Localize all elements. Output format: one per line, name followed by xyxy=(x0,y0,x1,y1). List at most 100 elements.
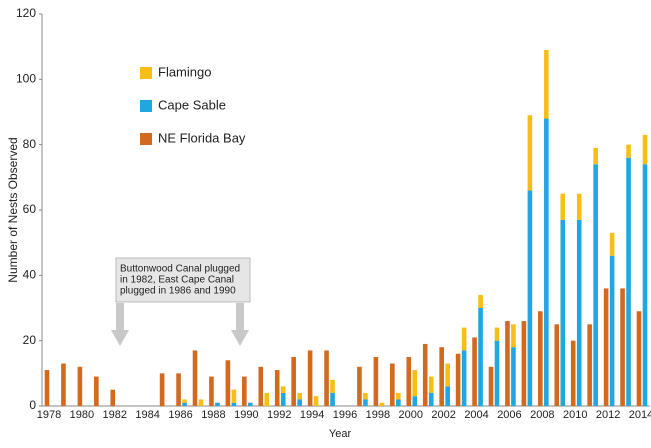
bar xyxy=(330,379,335,393)
bar xyxy=(494,327,500,341)
bar xyxy=(396,399,401,406)
bar xyxy=(258,366,264,406)
x-tick-label: 1980 xyxy=(70,409,94,421)
bar xyxy=(445,363,450,387)
bar xyxy=(560,219,566,406)
x-axis-label: Year xyxy=(329,428,352,440)
y-tick-label: 20 xyxy=(23,333,37,347)
y-tick-label: 0 xyxy=(29,398,36,412)
bar xyxy=(428,392,434,406)
legend-swatch xyxy=(140,67,152,79)
x-tick-label: 1990 xyxy=(234,409,258,421)
bar xyxy=(472,337,477,406)
bar xyxy=(412,396,418,406)
bar xyxy=(461,350,467,406)
bar xyxy=(198,399,204,406)
bar xyxy=(439,347,444,406)
y-tick-label: 40 xyxy=(23,268,37,282)
bar xyxy=(636,311,642,406)
x-tick-label: 1994 xyxy=(300,409,324,421)
bar xyxy=(626,144,631,158)
annotation-line: Buttonwood Canal plugged xyxy=(120,264,240,275)
x-tick-label: 1978 xyxy=(37,409,61,421)
x-tick-label: 2002 xyxy=(431,409,455,421)
bar xyxy=(511,347,516,406)
bar xyxy=(390,363,395,406)
bar xyxy=(576,219,582,406)
bar xyxy=(192,350,198,406)
bar xyxy=(297,392,302,400)
bar xyxy=(396,392,401,400)
legend-swatch xyxy=(140,133,152,145)
x-tick-label: 1984 xyxy=(135,409,159,421)
bar xyxy=(225,360,231,406)
bar xyxy=(231,389,237,403)
bar xyxy=(422,343,428,406)
bar xyxy=(159,373,165,406)
x-tick-label: 2004 xyxy=(464,409,488,421)
bar xyxy=(603,288,609,406)
bar xyxy=(110,389,116,406)
bar xyxy=(182,402,187,406)
bar xyxy=(538,311,543,406)
bar xyxy=(61,363,66,406)
arrow xyxy=(111,303,129,346)
bar xyxy=(182,399,187,403)
y-axis-label: Number of Nests Observed xyxy=(6,137,20,282)
bar xyxy=(521,321,527,406)
y-tick-label: 80 xyxy=(23,137,37,151)
bar xyxy=(494,340,500,406)
bar xyxy=(373,357,379,406)
x-tick-label: 2008 xyxy=(530,409,554,421)
annotation-box xyxy=(115,257,251,303)
arrow xyxy=(231,303,249,346)
bar xyxy=(488,366,494,406)
legend: Flamingo Cape Sable NE Florida Bay xyxy=(140,64,246,145)
bar xyxy=(209,376,214,406)
legend-swatch xyxy=(140,100,152,112)
bar xyxy=(77,366,83,406)
bar xyxy=(313,396,319,406)
bar xyxy=(609,232,615,256)
bar xyxy=(242,376,247,406)
bar xyxy=(587,324,592,406)
bar xyxy=(455,353,461,406)
bar xyxy=(527,190,533,406)
bar xyxy=(215,402,220,406)
bar xyxy=(363,399,368,406)
x-tick-label: 1986 xyxy=(168,409,192,421)
bar xyxy=(570,340,576,406)
bar xyxy=(406,357,412,406)
x-tick-label: 2010 xyxy=(563,409,587,421)
y-tick-label: 100 xyxy=(16,72,36,86)
annotation-line: plugged in 1986 and 1990 xyxy=(120,286,236,297)
bar xyxy=(248,402,253,406)
bar xyxy=(478,294,483,308)
bar xyxy=(461,327,467,351)
bar xyxy=(478,308,483,406)
bar xyxy=(412,370,418,397)
legend-label: Flamingo xyxy=(158,64,211,79)
y-tick-label: 60 xyxy=(23,202,37,216)
bar xyxy=(544,118,549,407)
bar xyxy=(274,370,280,406)
bar xyxy=(428,376,434,393)
x-tick-label: 1992 xyxy=(267,409,291,421)
x-tick-label: 2012 xyxy=(596,409,620,421)
x-tick-label: 1982 xyxy=(103,409,127,421)
bar xyxy=(176,373,181,406)
bar xyxy=(379,402,385,406)
bar xyxy=(554,324,560,406)
bar xyxy=(280,392,286,406)
bar xyxy=(445,386,450,406)
legend-label: Cape Sable xyxy=(158,97,226,112)
bar xyxy=(626,157,631,406)
bar xyxy=(505,321,510,406)
bar xyxy=(609,255,615,406)
bar xyxy=(307,350,313,406)
bar xyxy=(297,399,302,406)
bar xyxy=(357,366,362,406)
x-tick-label: 1988 xyxy=(201,409,225,421)
bar xyxy=(264,392,270,406)
